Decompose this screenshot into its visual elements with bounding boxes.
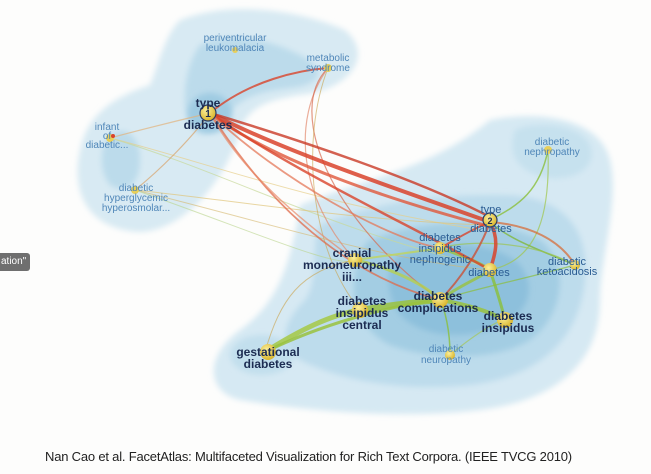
node-label-line: diabetic: [429, 344, 463, 355]
node-marker-hyperglycemic: [131, 186, 139, 194]
node-marker-metabolic: [324, 64, 332, 72]
node-label-insipidus[interactable]: diabetes insipidus: [482, 309, 535, 335]
node-label-type1[interactable]: type diabetes: [184, 96, 233, 132]
node-label-line: diabetes: [419, 232, 461, 244]
node-label-diabetes[interactable]: diabetes: [468, 267, 510, 279]
node-label-line: diabetes: [184, 118, 233, 132]
node-marker-nephropathy: [544, 146, 552, 154]
edges: [109, 67, 576, 356]
node-marker-insipidus-central: [352, 302, 368, 318]
node-label-line: diabetes: [338, 294, 387, 308]
badge-type2: 2: [487, 216, 492, 226]
node-marker-periventricular: [232, 47, 238, 53]
node-label-line: complications: [398, 301, 479, 315]
cluster-topleft-core: [101, 131, 140, 189]
node-label-line: diabetes: [470, 223, 512, 235]
node-label-neuropathy[interactable]: diabetic neuropathy: [421, 344, 471, 366]
node-label-line: diabetic: [119, 183, 153, 194]
node-marker-ketoacidosis: [570, 260, 580, 270]
node-label-hyperglycemic[interactable]: diabetic hyperglycemic hyperosmolar...: [102, 183, 170, 214]
citation-caption: Nan Cao et al. FacetAtlas: Multifaceted …: [45, 449, 572, 464]
node-label-cranial[interactable]: cranial mononeuropathy iii...: [303, 246, 401, 284]
node-label-line: neuropathy: [421, 355, 471, 366]
node-label-line: infant: [95, 122, 120, 133]
node-label-line: leukomalacia: [206, 43, 265, 54]
node-label-line: diabetes: [414, 289, 463, 303]
node-marker-diabetes: [483, 263, 497, 277]
node-marker-neuropathy: [445, 350, 455, 360]
node-label-ketoacidosis[interactable]: diabetic ketoacidosis: [537, 256, 598, 278]
node-marker-type2: [482, 212, 498, 228]
node-label-line: diabetic: [548, 256, 586, 268]
node-label-line: cranial: [333, 246, 372, 260]
node-label-gestational[interactable]: gestational diabetes: [236, 345, 299, 371]
node-marker-insipidus-neph: [434, 242, 446, 254]
node-label-periventricular[interactable]: periventricular leukomalacia: [204, 33, 267, 54]
node-label-line: central: [342, 318, 381, 332]
node-label-line: ketoacidosis: [537, 266, 598, 278]
node-labels: periventricular leukomalacia metabolic synd…: [86, 33, 598, 371]
node-label-line: periventricular: [204, 33, 267, 44]
node-label-line: hyperglycemic: [104, 193, 168, 204]
node-label-line: metabolic: [307, 53, 350, 64]
side-tab[interactable]: ation": [0, 253, 31, 271]
node-label-line: gestational: [236, 345, 299, 359]
node-label-line: diabetic: [535, 137, 569, 148]
node-label-line: diabetic...: [86, 140, 129, 151]
node-label-line: type: [481, 204, 502, 216]
node-marker-insipidus: [497, 312, 513, 328]
node-marker-complications: [432, 292, 448, 308]
node-label-infant[interactable]: infant of diabetic...: [86, 122, 129, 151]
node-label-line: insipidus: [419, 243, 462, 255]
node-label-line: diabetes: [244, 357, 293, 371]
node-label-line: iii...: [342, 270, 362, 284]
node-label-type2[interactable]: type diabetes: [470, 204, 512, 235]
node-marker-cranial: [348, 253, 362, 267]
node-label-insipidus-neph[interactable]: diabetes insipidus nephrogenic: [410, 232, 471, 266]
node-label-line: insipidus: [482, 321, 535, 335]
node-marker-gestational: [260, 344, 276, 360]
node-label-line: of: [103, 131, 112, 142]
badge-type1: 1: [205, 109, 211, 120]
node-label-line: type: [196, 96, 221, 110]
node-label-line: diabetes: [484, 309, 533, 323]
node-label-line: hyperosmolar...: [102, 203, 170, 214]
node-label-metabolic[interactable]: metabolic syndrome: [306, 53, 350, 74]
node-label-nephropathy[interactable]: diabetic nephropathy: [524, 137, 580, 158]
node-label-line: diabetes: [468, 267, 510, 279]
node-label-line: mononeuropathy: [303, 258, 401, 272]
node-label-line: nephrogenic: [410, 254, 471, 266]
node-label-line: nephropathy: [524, 147, 580, 158]
node-label-insipidus-central[interactable]: diabetes insipidus central: [336, 294, 389, 332]
node-label-line: insipidus: [336, 306, 389, 320]
cluster-nephropathy-lobe: [512, 125, 592, 179]
node-marker-type1: [199, 104, 217, 122]
node-label-complications[interactable]: diabetes complications: [398, 289, 479, 315]
node-markers: 1 2: [106, 47, 580, 360]
node-marker-infant-dot: [111, 134, 115, 138]
node-label-line: syndrome: [306, 63, 350, 74]
